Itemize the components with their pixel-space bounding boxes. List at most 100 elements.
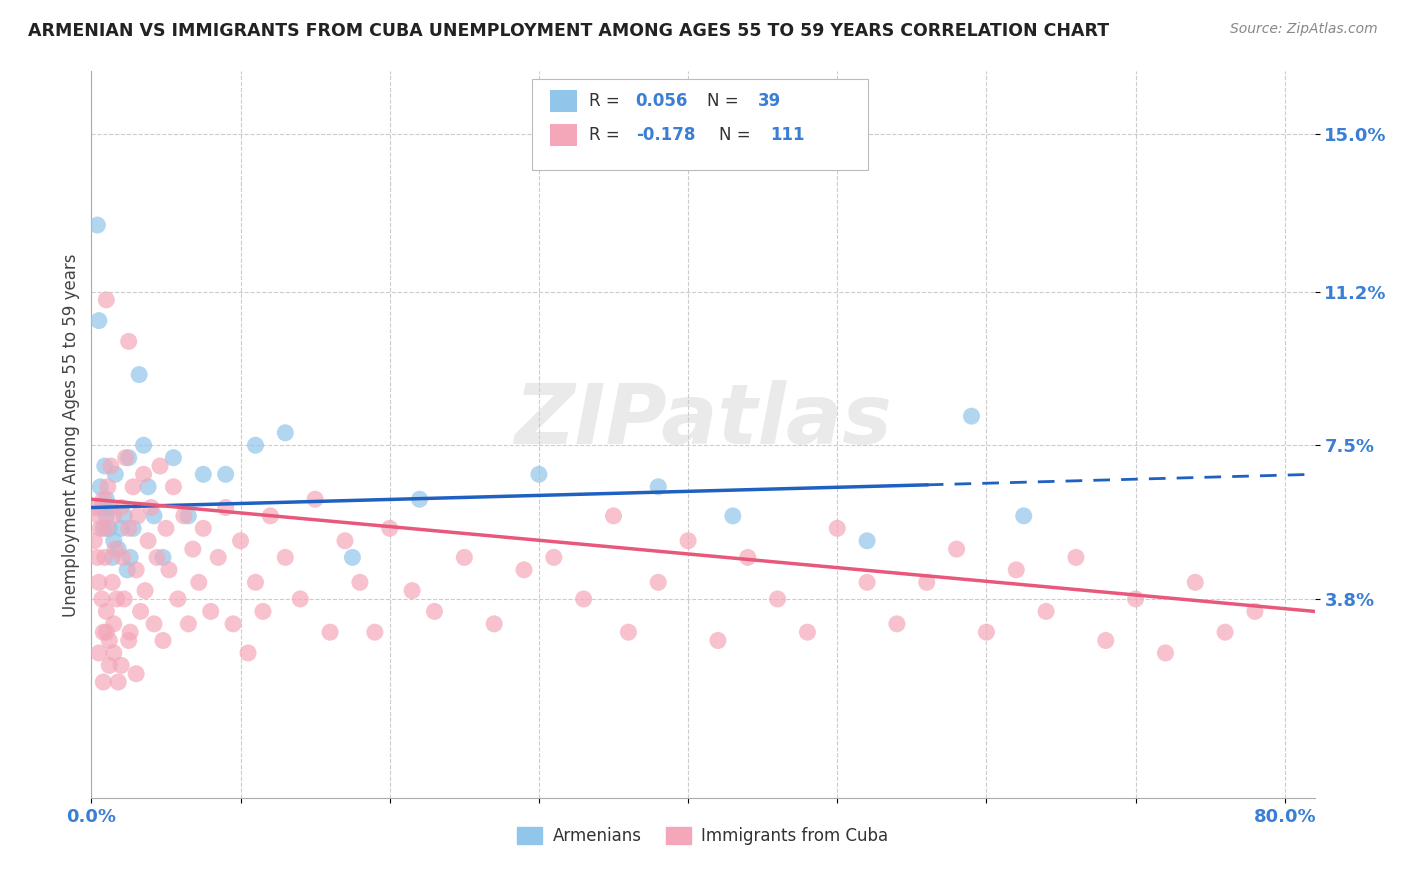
Point: [543, 550, 565, 565]
Point: [1094, 633, 1116, 648]
Point: [139, 500, 162, 515]
Point: [364, 625, 387, 640]
Point: [96, 604, 118, 618]
Y-axis label: Unemployment Among Ages 55 to 59 years: Unemployment Among Ages 55 to 59 years: [62, 253, 80, 616]
Point: [1154, 646, 1177, 660]
Point: [143, 616, 166, 631]
Point: [155, 521, 177, 535]
Point: [200, 604, 222, 618]
Legend: Armenians, Immigrants from Cuba: Armenians, Immigrants from Cuba: [510, 821, 896, 852]
Point: [274, 425, 297, 440]
Point: [157, 563, 180, 577]
FancyBboxPatch shape: [550, 90, 576, 112]
Point: [177, 508, 200, 523]
Point: [128, 368, 150, 382]
Point: [193, 467, 215, 482]
Text: 0.056: 0.056: [636, 92, 688, 111]
Point: [103, 646, 125, 660]
Point: [167, 591, 190, 606]
Text: ZIPatlas: ZIPatlas: [515, 380, 891, 461]
Point: [90, 500, 112, 515]
Point: [122, 480, 145, 494]
Point: [290, 591, 312, 606]
Point: [482, 616, 505, 631]
Text: ARMENIAN VS IMMIGRANTS FROM CUBA UNEMPLOYMENT AMONG AGES 55 TO 59 YEARS CORRELAT: ARMENIAN VS IMMIGRANTS FROM CUBA UNEMPLO…: [28, 22, 1109, 40]
Point: [129, 604, 152, 618]
Point: [1005, 563, 1028, 577]
Point: [91, 675, 114, 690]
Point: [89, 521, 111, 535]
Point: [647, 480, 669, 494]
Point: [766, 591, 789, 606]
Point: [960, 409, 983, 424]
Point: [647, 575, 669, 590]
Point: [127, 508, 149, 523]
FancyBboxPatch shape: [550, 124, 576, 146]
Point: [89, 480, 111, 494]
Point: [134, 583, 156, 598]
Point: [825, 521, 848, 535]
Point: [132, 438, 155, 452]
Point: [96, 625, 118, 640]
Point: [1012, 508, 1035, 523]
Point: [86, 550, 108, 565]
Point: [111, 550, 134, 565]
Point: [96, 521, 118, 535]
Point: [107, 675, 129, 690]
Point: [423, 604, 446, 618]
Text: R =: R =: [589, 127, 626, 145]
Point: [120, 625, 142, 640]
Point: [98, 633, 121, 648]
Point: [86, 218, 108, 232]
Point: [83, 533, 105, 548]
Point: [915, 575, 938, 590]
Point: [112, 591, 135, 606]
Point: [236, 646, 259, 660]
Point: [118, 334, 141, 349]
Point: [707, 633, 730, 648]
Point: [120, 550, 142, 565]
Point: [103, 533, 125, 548]
Point: [207, 550, 229, 565]
Point: [112, 508, 135, 523]
Point: [453, 550, 475, 565]
Point: [676, 533, 699, 548]
Point: [214, 467, 236, 482]
Point: [110, 521, 132, 535]
Point: [94, 458, 117, 473]
Point: [125, 666, 148, 681]
Point: [1213, 625, 1236, 640]
Point: [181, 542, 204, 557]
Point: [173, 508, 195, 523]
Point: [96, 508, 118, 523]
Point: [796, 625, 818, 640]
Point: [222, 616, 245, 631]
Point: [101, 550, 124, 565]
Point: [1244, 604, 1267, 618]
Point: [378, 521, 401, 535]
Text: N =: N =: [707, 92, 744, 111]
Point: [527, 467, 550, 482]
Point: [118, 633, 141, 648]
Point: [136, 533, 159, 548]
Point: [122, 521, 145, 535]
Text: Source: ZipAtlas.com: Source: ZipAtlas.com: [1230, 22, 1378, 37]
Point: [91, 521, 114, 535]
Point: [187, 575, 209, 590]
Point: [103, 508, 125, 523]
Text: N =: N =: [718, 127, 756, 145]
Point: [100, 458, 122, 473]
Point: [125, 563, 148, 577]
Point: [1184, 575, 1206, 590]
Point: [98, 521, 121, 535]
Point: [304, 492, 326, 507]
Point: [259, 508, 281, 523]
Point: [229, 533, 252, 548]
Point: [1125, 591, 1147, 606]
Point: [214, 500, 236, 515]
Point: [572, 591, 595, 606]
Point: [408, 492, 430, 507]
Point: [856, 533, 879, 548]
Point: [110, 500, 132, 515]
Point: [401, 583, 423, 598]
